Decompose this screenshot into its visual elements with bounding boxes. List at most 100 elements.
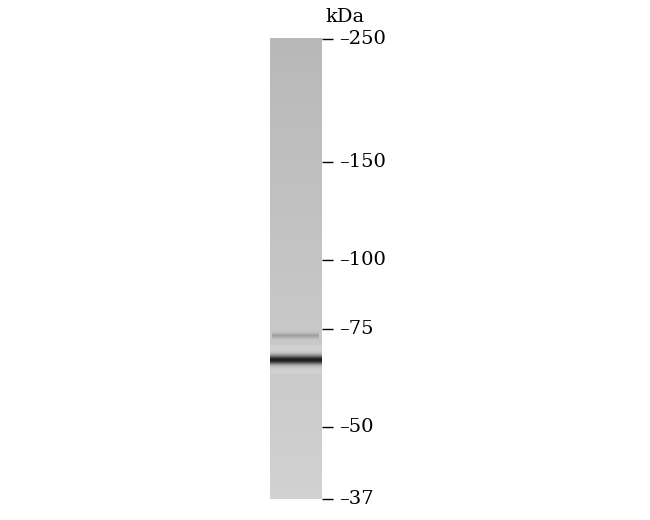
Bar [270,316,322,317]
Bar [270,434,322,436]
Bar [270,170,322,171]
Bar [270,361,322,362]
Bar [270,181,322,183]
Bar [270,329,322,330]
Bar [270,476,322,477]
Bar [270,319,322,321]
Bar [270,168,322,170]
Bar [270,73,322,75]
Bar [270,493,322,495]
Bar [270,240,322,241]
Bar [270,346,322,347]
Bar [270,355,322,357]
Bar [270,244,322,246]
Text: –250: –250 [339,30,385,48]
Bar [270,83,322,85]
Bar [270,353,322,354]
Bar [270,364,322,365]
Bar [270,100,322,102]
Bar [270,374,322,376]
Bar [270,462,322,463]
Bar [270,352,322,353]
Bar [270,243,322,245]
Bar [270,349,322,350]
Bar [270,477,322,478]
Bar [270,70,322,71]
Bar [270,371,322,373]
Bar [272,330,319,331]
Bar [270,405,322,406]
Bar [270,149,322,151]
Bar [270,350,322,352]
Bar [270,76,322,78]
Bar [270,317,322,319]
Bar [270,485,322,487]
Bar [270,385,322,386]
Bar [270,446,322,447]
Bar [270,228,322,230]
Bar [270,494,322,496]
Bar [270,97,322,99]
Bar [270,332,322,333]
Bar [270,288,322,290]
Bar [270,365,322,367]
Bar [270,51,322,53]
Bar [270,120,322,122]
Text: –37: –37 [339,490,373,508]
Bar [270,266,322,268]
Bar [270,498,322,499]
Bar [270,86,322,87]
Bar [270,351,322,352]
Bar [270,356,322,357]
Bar [272,330,319,331]
Bar [270,346,322,347]
Bar [270,327,322,329]
Bar [270,372,322,373]
Bar [272,336,319,337]
Bar [270,495,322,497]
Bar [270,211,322,213]
Bar [270,220,322,222]
Bar [270,289,322,291]
Bar [270,199,322,200]
Bar [270,483,322,484]
Bar [270,456,322,458]
Bar [270,166,322,168]
Bar [270,379,322,381]
Bar [270,127,322,129]
Bar [270,133,322,135]
Bar [270,346,322,347]
Bar [272,341,319,342]
Bar [270,363,322,365]
Bar [270,443,322,444]
Bar [270,368,322,369]
Bar [270,145,322,146]
Bar [270,154,322,157]
Bar [270,172,322,174]
Bar [270,96,322,98]
Bar [270,309,322,310]
Bar [270,473,322,475]
Bar [270,371,322,372]
Bar [272,333,319,334]
Bar [270,273,322,275]
Bar [270,60,322,62]
Bar [270,449,322,451]
Bar [270,350,322,351]
Bar [270,119,322,121]
Bar [270,298,322,300]
Bar [270,345,322,346]
Bar [270,492,322,493]
Bar [270,180,322,181]
Bar [270,204,322,206]
Bar [270,451,322,453]
Bar [270,241,322,243]
Bar [270,230,322,232]
Bar [272,335,319,336]
Bar [270,131,322,132]
Bar [270,435,322,437]
Bar [270,448,322,450]
Bar [270,286,322,288]
Bar [270,303,322,305]
Bar [270,321,322,323]
